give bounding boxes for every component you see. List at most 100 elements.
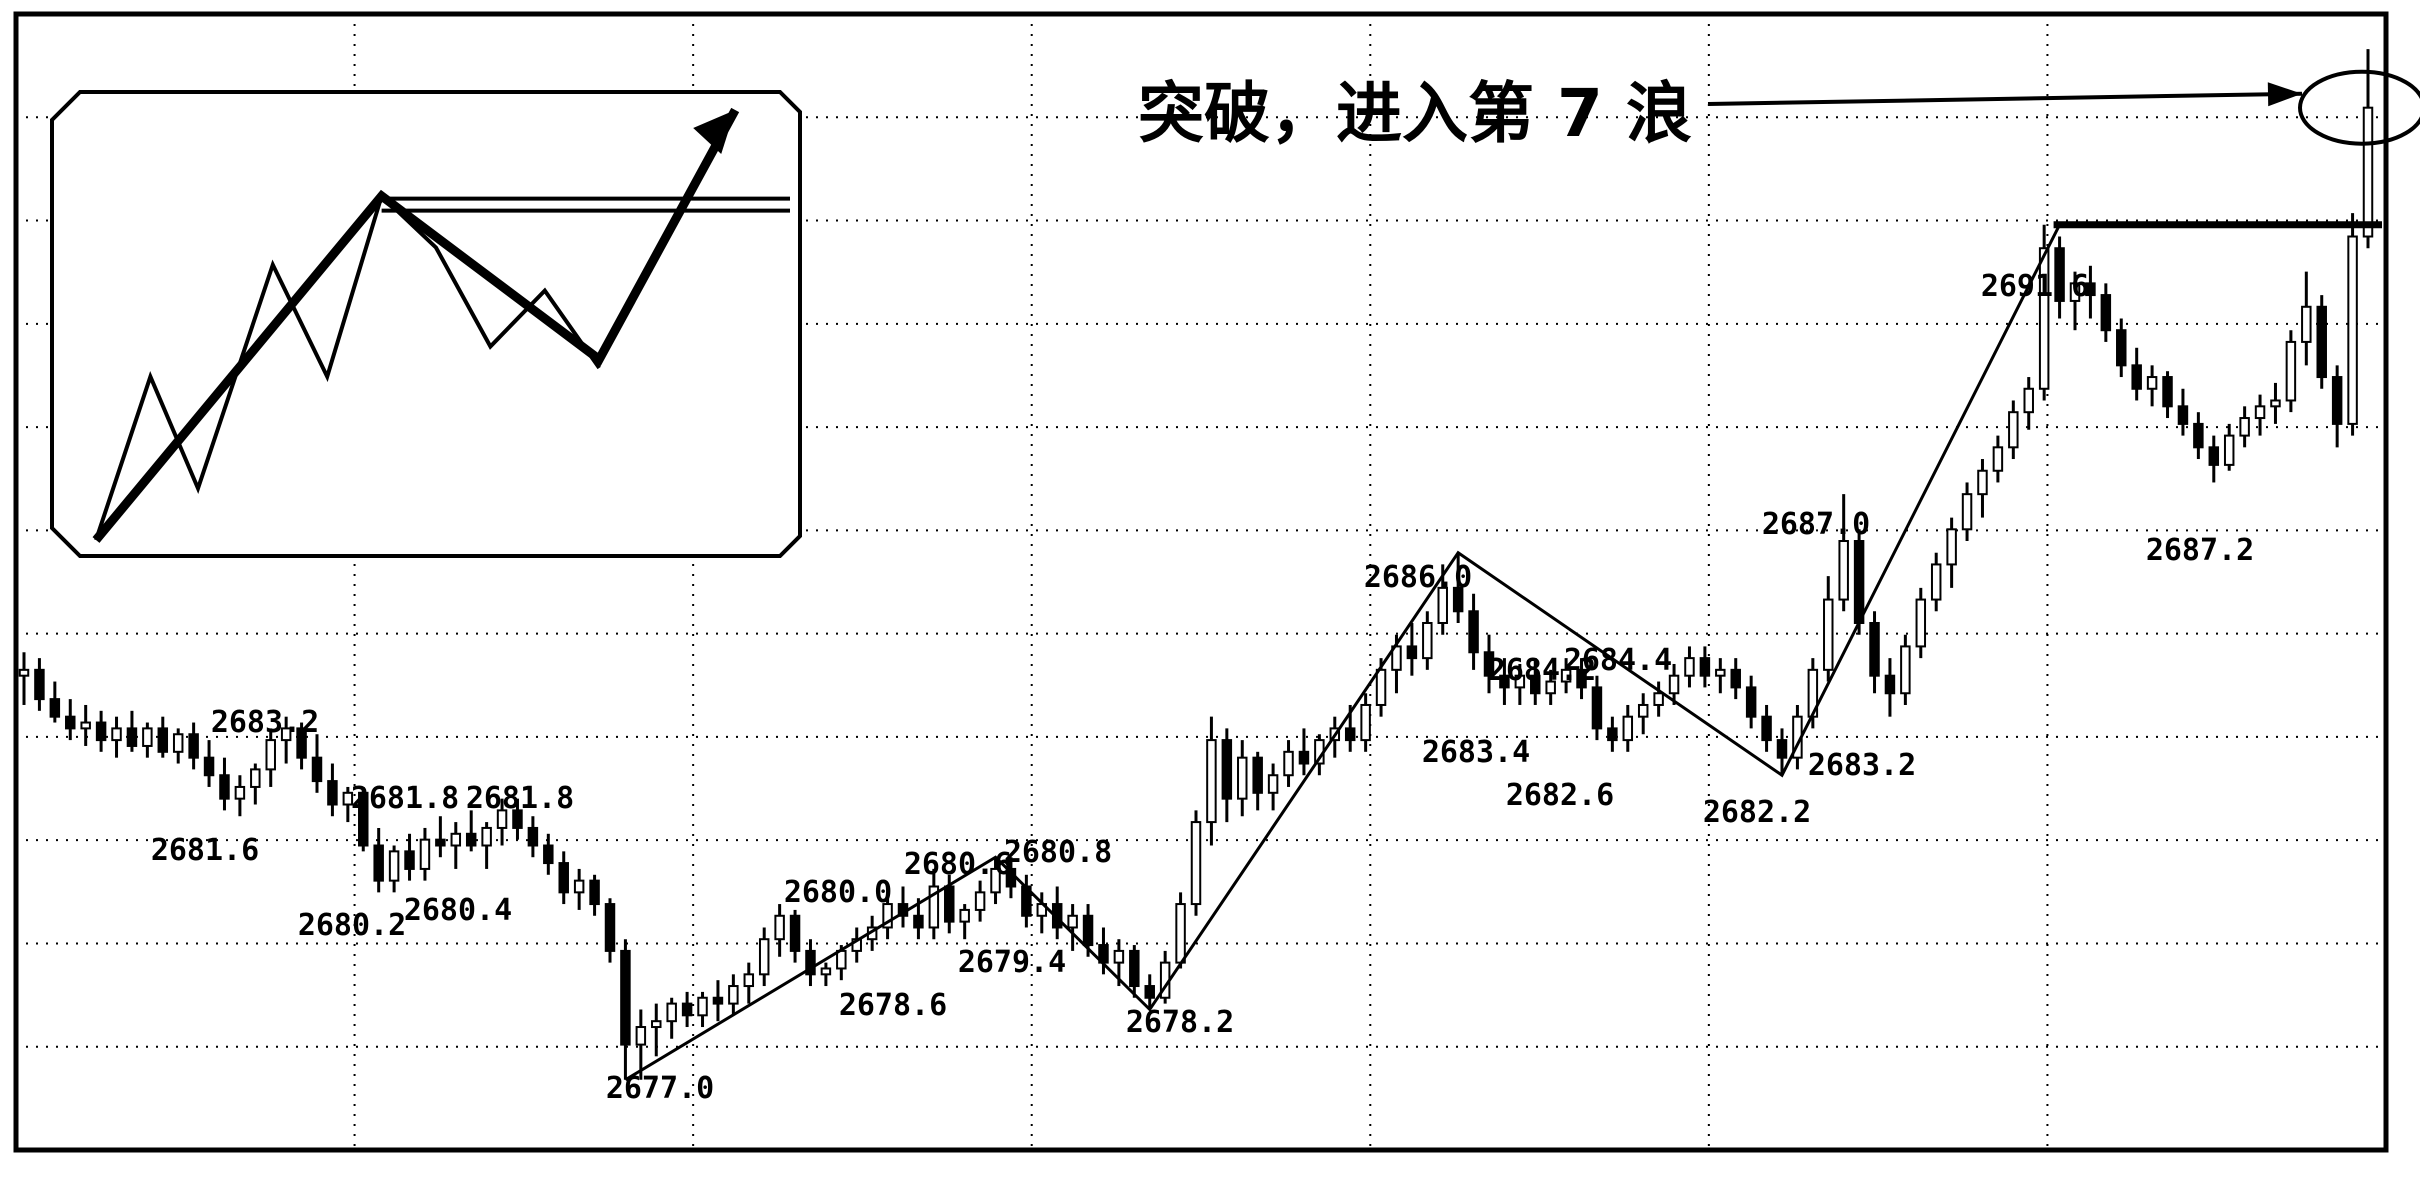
- candle-body: [2008, 411, 2019, 449]
- breakout-annotation: [1707, 69, 2420, 146]
- wave-path: [624, 224, 2061, 1082]
- candle-body: [728, 985, 739, 1005]
- price-label: 2680.4: [404, 893, 512, 928]
- candle-body: [789, 914, 801, 952]
- candle-body: [280, 727, 292, 742]
- candle-body: [2301, 305, 2312, 343]
- candle-body: [1653, 692, 1664, 706]
- candle-body: [404, 850, 415, 870]
- price-label: 2680.8: [1004, 835, 1112, 870]
- candle-body: [990, 867, 1001, 894]
- candle-body: [2069, 282, 2081, 302]
- price-label: 2683.2: [211, 705, 319, 740]
- candle-body: [836, 949, 847, 970]
- candle-body: [1360, 703, 1371, 742]
- candle-body: [1838, 540, 1849, 601]
- candle-body: [2085, 282, 2096, 297]
- price-label: 2682.6: [1506, 778, 1614, 813]
- candle-body: [65, 715, 76, 730]
- candle-body: [188, 733, 199, 759]
- price-label: 2678.2: [1126, 1005, 1234, 1040]
- candle-body: [2316, 305, 2327, 379]
- candle-body: [1206, 739, 1217, 824]
- candle-body: [203, 756, 215, 777]
- candle-body: [2362, 106, 2374, 238]
- candle-body: [1915, 598, 1927, 648]
- candle-body: [2054, 247, 2065, 302]
- candle-body: [1175, 903, 1186, 964]
- price-label: 2684.4: [1564, 643, 1672, 678]
- candle-body: [558, 862, 569, 894]
- candle-body: [1745, 686, 1757, 718]
- candle-body: [1422, 621, 1433, 660]
- candle-body: [604, 903, 616, 952]
- candle-body: [1452, 586, 1464, 613]
- candle-body: [1514, 674, 1526, 689]
- candle-body: [1977, 469, 1988, 496]
- price-label: 2687.0: [1762, 507, 1870, 542]
- price-label: 2680.6: [904, 847, 1012, 882]
- inset-arrow-head: [693, 110, 736, 154]
- candle-body: [49, 698, 61, 718]
- candle-body: [527, 826, 539, 847]
- candle-body: [2193, 422, 2204, 449]
- candle-body: [1298, 750, 1310, 765]
- price-label: 2680.0: [784, 875, 892, 910]
- candle-body: [496, 809, 508, 829]
- candle-body: [1715, 668, 1726, 677]
- candle-body: [450, 832, 462, 847]
- candle-body: [1576, 668, 1587, 689]
- breakout-ellipse: [2298, 69, 2420, 146]
- candle-body: [111, 727, 122, 742]
- candle-body: [80, 721, 91, 730]
- candle-body: [1483, 651, 1495, 677]
- candle-body: [2254, 405, 2266, 420]
- candle-body: [1067, 914, 1078, 929]
- candle-body: [388, 850, 400, 882]
- candle-body: [651, 1020, 662, 1029]
- candle-body: [1375, 668, 1387, 706]
- candle-body: [2177, 405, 2189, 425]
- candle-body: [1761, 715, 1772, 742]
- price-label: 2681.6: [151, 833, 259, 868]
- price-label: 2682.2: [1703, 795, 1811, 830]
- inset-frame: [50, 90, 802, 558]
- chart-title: 突破，进入第 7 浪: [1138, 75, 1692, 152]
- candle-body: [1344, 727, 1356, 742]
- price-label: 2684.2: [1488, 653, 1596, 688]
- candle-body: [1946, 528, 1957, 566]
- inset-diagram: [50, 90, 802, 558]
- candle-body: [1668, 674, 1680, 695]
- candle-body: [1900, 645, 1911, 695]
- candle-body: [2347, 235, 2358, 425]
- candle-body: [1992, 446, 2004, 472]
- candle-body: [142, 727, 153, 747]
- candle-body: [743, 973, 755, 988]
- candle-body: [172, 733, 184, 753]
- candle-body: [1129, 949, 1140, 988]
- candle-body: [373, 844, 384, 882]
- candle-body: [1684, 657, 1695, 677]
- candle-body: [928, 885, 940, 929]
- candle-body: [1730, 668, 1741, 689]
- candle-body: [820, 967, 832, 976]
- candle-body: [419, 838, 431, 870]
- candle-body: [1560, 668, 1572, 683]
- candle-body: [2131, 364, 2142, 390]
- candle-body: [1190, 821, 1202, 906]
- candle-body: [1637, 703, 1649, 718]
- candle-body: [1776, 739, 1788, 759]
- candle-body: [2146, 376, 2158, 390]
- candle-body: [1530, 674, 1541, 695]
- candle-body: [2208, 446, 2220, 466]
- candle-body: [465, 832, 477, 847]
- candle-body: [1591, 686, 1603, 730]
- inset-zigzag: [94, 192, 601, 541]
- candle-body: [712, 996, 724, 1005]
- candle-body: [666, 1002, 677, 1023]
- candle-body: [311, 756, 323, 783]
- candle-body: [512, 809, 523, 829]
- candle-body: [1884, 674, 1896, 695]
- candle-body: [126, 727, 138, 747]
